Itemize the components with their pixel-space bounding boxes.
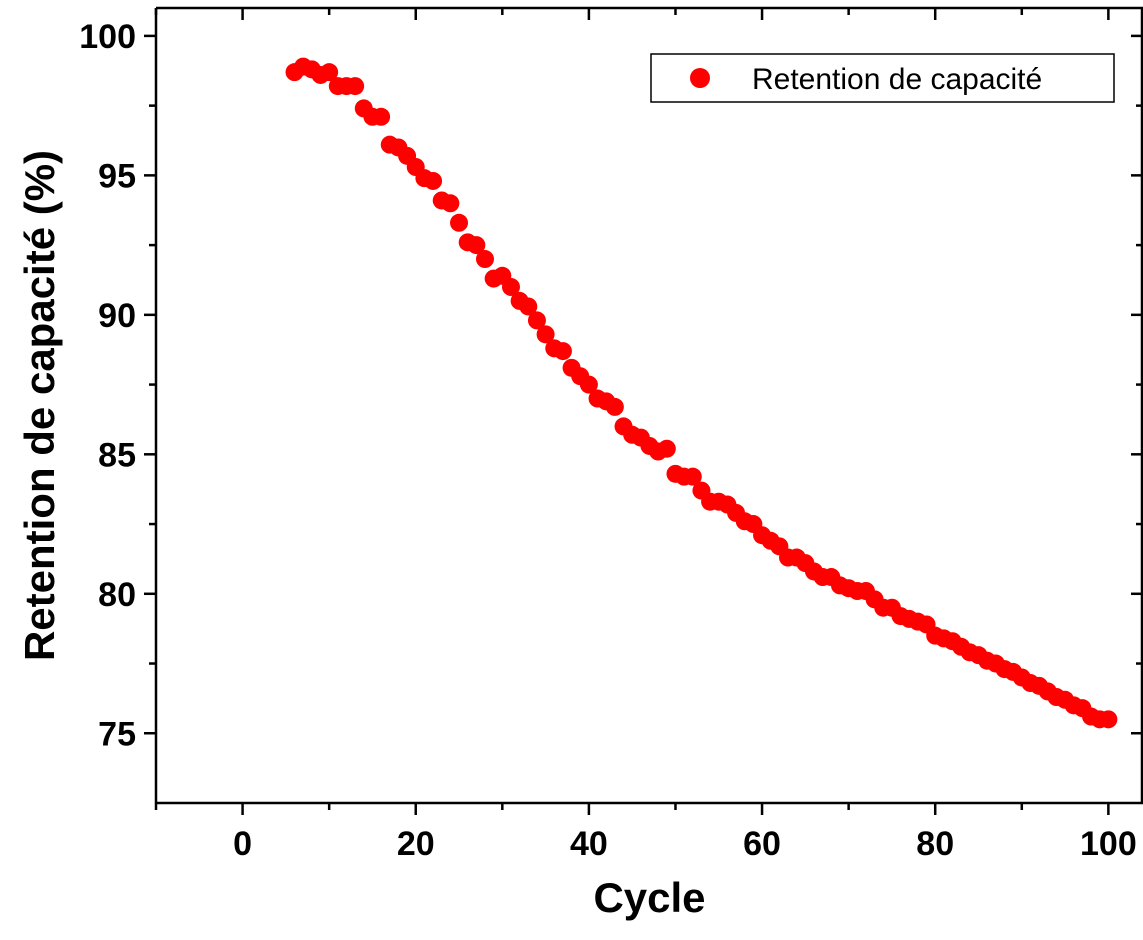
data-point [553,342,572,361]
data-point [683,467,702,486]
legend-marker [690,68,710,88]
x-axis: 0 20 40 60 80 100 [154,8,1137,863]
data-point [467,236,486,255]
data-point [476,250,494,269]
data-point [527,311,546,330]
data-point [579,375,598,394]
data-point [424,171,443,190]
x-tick-label: 100 [1080,825,1137,863]
plot-area [154,6,1143,805]
x-axis-title: Cycle [593,874,705,921]
x-tick-label: 20 [397,825,435,863]
data-point [320,63,339,82]
legend-box [650,53,1115,103]
data-point [372,107,391,126]
y-tick-label: 80 [98,576,136,614]
x-tick-label: 40 [570,825,608,863]
y-tick-label: 85 [98,436,136,474]
data-points [285,57,1118,729]
data-point [519,297,538,316]
x-tick-label: 80 [916,825,954,863]
y-tick-label: 75 [98,715,136,753]
data-point [657,439,676,458]
y-axis-title: Retention de capacité (%) [16,150,63,661]
y-tick-label: 100 [79,18,136,56]
data-point [1099,710,1118,729]
y-axis: 75 80 85 90 95 100 [79,18,1143,753]
legend: Retention de capacité [650,53,1115,103]
x-tick-label: 60 [743,825,781,863]
y-tick-label: 90 [98,297,136,335]
legend-label: Retention de capacité [752,63,1042,96]
x-tick-label: 0 [233,825,252,863]
data-point [536,325,555,344]
data-point [501,277,520,296]
data-point [450,213,469,232]
y-tick-label: 95 [98,157,136,195]
data-point [346,77,365,96]
data-point [605,397,624,416]
data-point [441,194,460,213]
